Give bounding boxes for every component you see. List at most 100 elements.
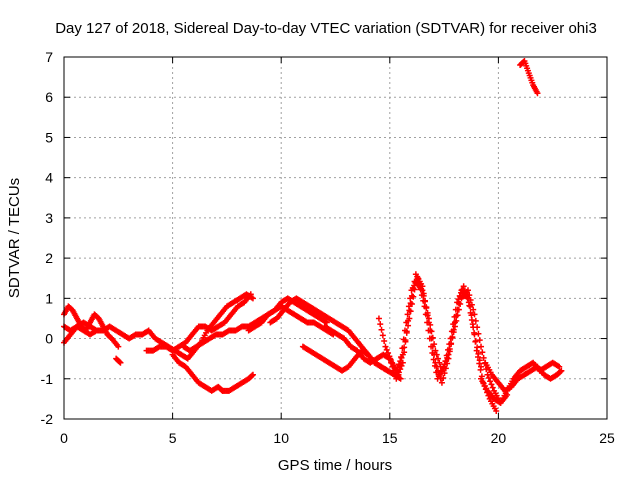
data-point <box>247 291 254 298</box>
x-tick-label: 20 <box>491 430 507 446</box>
x-tick-label: 10 <box>273 430 289 446</box>
x-axis-label: GPS time / hours <box>278 457 392 474</box>
data-point <box>556 363 563 370</box>
data-point <box>382 343 389 350</box>
data-point <box>558 367 565 374</box>
data-point <box>450 321 457 328</box>
grid <box>63 56 608 420</box>
series-track-p <box>482 359 565 394</box>
data-point <box>426 335 433 342</box>
data-point <box>424 319 431 326</box>
data-point <box>473 347 480 354</box>
data-point <box>407 295 414 302</box>
data-point <box>403 319 410 326</box>
data-point <box>460 283 467 290</box>
data-point <box>441 370 448 377</box>
data-point <box>438 379 445 386</box>
series-track-g <box>219 371 256 394</box>
data-point <box>93 327 100 334</box>
data-point <box>471 311 478 318</box>
data-point <box>428 343 435 350</box>
y-axis-label: SDTVAR / TECUs <box>6 178 23 298</box>
data-point <box>249 372 256 379</box>
y-tick-label: 3 <box>45 210 53 226</box>
data-point <box>441 363 448 370</box>
data-point <box>445 346 452 353</box>
data-point <box>479 349 486 356</box>
data-point <box>400 336 407 343</box>
x-tick-label: 0 <box>60 430 68 446</box>
plot-frame <box>63 56 608 420</box>
data-point <box>249 371 256 378</box>
y-tick-label: 5 <box>45 129 53 145</box>
data-point <box>420 297 427 304</box>
data-point <box>415 275 422 282</box>
data-point <box>431 362 438 369</box>
data-point <box>432 347 439 354</box>
data-point <box>443 352 450 359</box>
data-point <box>477 366 484 373</box>
y-tick-labels: -2 -1 0 1 2 3 4 5 6 7 <box>41 49 54 427</box>
data-point <box>395 371 402 378</box>
data-point <box>377 321 384 328</box>
data-point <box>421 303 428 310</box>
series-track-e <box>143 291 254 354</box>
data-point <box>323 319 330 326</box>
y-tick-label: 4 <box>45 170 53 186</box>
data-point <box>378 326 385 333</box>
data-point <box>445 355 452 362</box>
y-tick-label: 2 <box>45 250 53 266</box>
series-track-n <box>375 275 500 414</box>
data-point <box>396 362 403 369</box>
data-point <box>446 341 453 348</box>
data-point <box>116 358 123 365</box>
data-point <box>468 312 475 319</box>
data-point <box>115 343 122 350</box>
data-point <box>393 375 400 382</box>
data-point <box>493 407 500 414</box>
data-point <box>472 338 479 345</box>
series-track-f <box>169 351 226 394</box>
series-track-a <box>61 291 256 362</box>
data-points <box>61 58 565 414</box>
data-point <box>399 359 406 366</box>
data-point <box>476 360 483 367</box>
series-track-d <box>113 355 124 366</box>
data-point <box>422 311 429 318</box>
data-point <box>386 353 393 360</box>
y-tick-label: -2 <box>41 411 54 427</box>
data-point <box>469 321 476 328</box>
data-point <box>249 295 256 302</box>
data-point <box>399 345 406 352</box>
y-tick-label: 7 <box>45 49 53 65</box>
x-tick-label: 25 <box>599 430 615 446</box>
data-point <box>461 287 468 294</box>
data-point <box>402 327 409 334</box>
data-point <box>381 337 388 344</box>
y-tick-label: 1 <box>45 290 53 306</box>
data-point <box>401 349 408 356</box>
data-point <box>379 332 386 339</box>
data-point <box>451 313 458 320</box>
data-point <box>433 369 440 376</box>
data-point <box>425 327 432 334</box>
data-point <box>429 350 436 357</box>
data-point <box>471 329 478 336</box>
y-tick-label: 0 <box>45 331 53 347</box>
data-point <box>476 337 483 344</box>
series-track-c <box>61 323 100 346</box>
data-point <box>404 311 411 318</box>
y-tick-label: 6 <box>45 89 53 105</box>
data-point <box>455 296 462 303</box>
data-point <box>419 283 426 290</box>
y-tick-label: -1 <box>41 371 54 387</box>
data-point <box>472 317 479 324</box>
data-point <box>534 90 541 97</box>
data-point <box>448 328 455 335</box>
data-point <box>383 346 390 353</box>
data-point <box>467 303 474 310</box>
data-point <box>440 374 447 381</box>
data-point <box>384 367 391 374</box>
data-point <box>463 291 470 298</box>
